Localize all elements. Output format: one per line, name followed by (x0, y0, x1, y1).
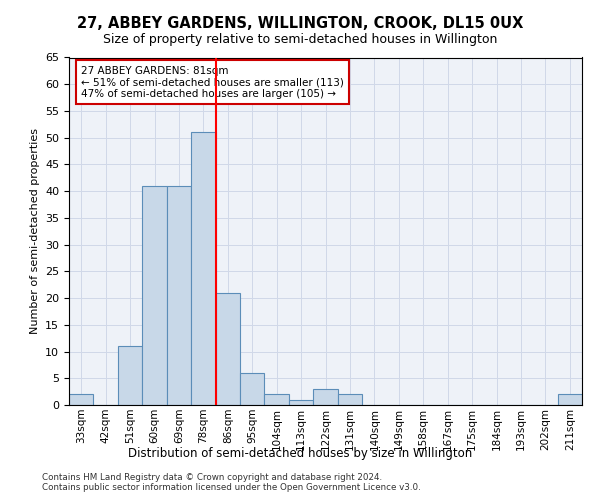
Bar (265, 394, 289, 405)
Bar (289, 400, 313, 405)
Bar (338, 394, 362, 405)
Bar (118, 346, 142, 405)
Bar (69, 394, 94, 405)
Text: Contains HM Land Registry data © Crown copyright and database right 2024.
Contai: Contains HM Land Registry data © Crown c… (42, 472, 421, 492)
Text: Size of property relative to semi-detached houses in Willington: Size of property relative to semi-detach… (103, 32, 497, 46)
Bar (240, 373, 265, 405)
Text: 27, ABBEY GARDENS, WILLINGTON, CROOK, DL15 0UX: 27, ABBEY GARDENS, WILLINGTON, CROOK, DL… (77, 16, 523, 31)
Text: Distribution of semi-detached houses by size in Willington: Distribution of semi-detached houses by … (128, 448, 472, 460)
Bar (313, 389, 338, 405)
Bar (215, 292, 240, 405)
Bar (191, 132, 215, 405)
Text: 27 ABBEY GARDENS: 81sqm
← 51% of semi-detached houses are smaller (113)
47% of s: 27 ABBEY GARDENS: 81sqm ← 51% of semi-de… (81, 66, 344, 98)
Bar (167, 186, 191, 405)
Bar (557, 394, 582, 405)
Y-axis label: Number of semi-detached properties: Number of semi-detached properties (29, 128, 40, 334)
Bar (142, 186, 167, 405)
